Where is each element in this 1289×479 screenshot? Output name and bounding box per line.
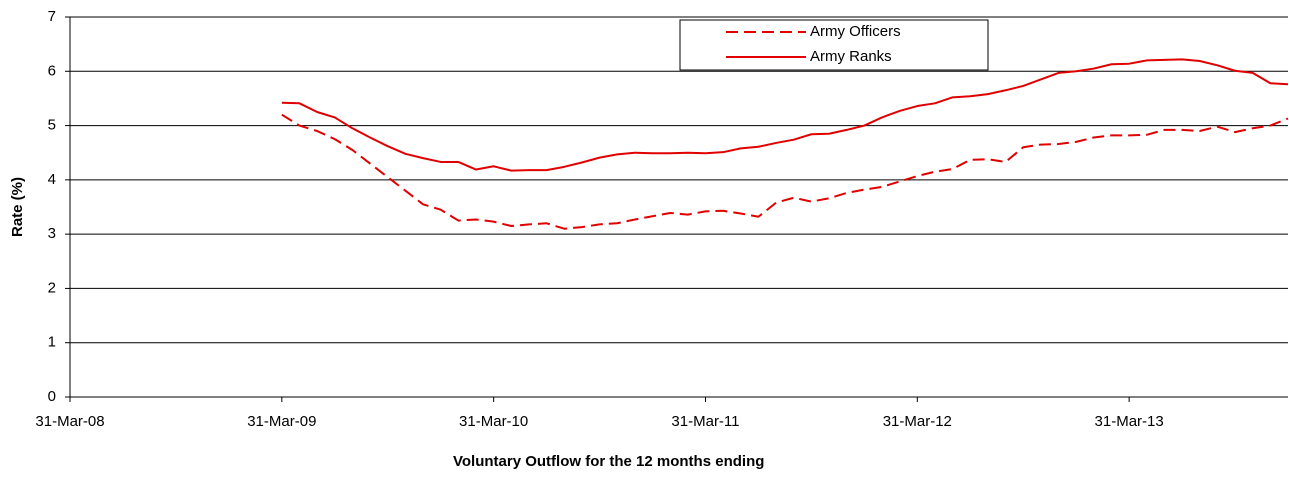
y-tick-label: 5 <box>48 117 56 134</box>
y-tick-label: 6 <box>48 62 56 79</box>
y-axis-title: Rate (%) <box>9 177 26 237</box>
y-tick-label: 0 <box>48 388 56 405</box>
x-tick-label: 31-Mar-13 <box>1095 413 1164 430</box>
legend-box <box>679 19 989 71</box>
legend-label: Army Ranks <box>810 48 892 65</box>
y-tick-label: 4 <box>48 171 56 188</box>
y-tick-label: 7 <box>48 8 56 25</box>
x-tick-label: 31-Mar-09 <box>247 413 316 430</box>
y-tick-label: 3 <box>48 225 56 242</box>
x-tick-label: 31-Mar-08 <box>35 413 104 430</box>
x-tick-label: 31-Mar-10 <box>459 413 528 430</box>
y-tick-label: 2 <box>48 279 56 296</box>
y-tick-label: 1 <box>48 334 56 351</box>
legend-label: Army Officers <box>810 23 901 40</box>
x-tick-label: 31-Mar-12 <box>883 413 952 430</box>
x-axis-title: Voluntary Outflow for the 12 months endi… <box>453 453 764 470</box>
data-line <box>281 58 1289 172</box>
x-tick-label: 31-Mar-11 <box>671 413 739 430</box>
data-line <box>281 113 1289 230</box>
